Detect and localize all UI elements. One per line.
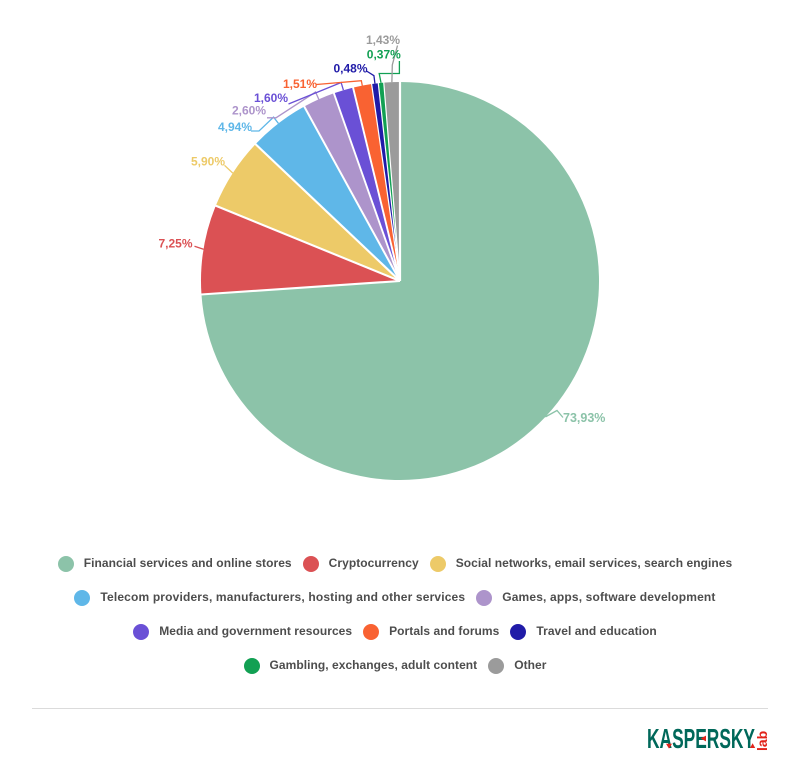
svg-text:0,37%: 0,37% — [367, 47, 401, 61]
svg-text:7,25%: 7,25% — [159, 236, 193, 250]
svg-text:2,60%: 2,60% — [232, 103, 266, 117]
svg-text:73,93%: 73,93% — [563, 411, 605, 425]
svg-text:4,94%: 4,94% — [218, 120, 252, 134]
svg-text:1,51%: 1,51% — [283, 77, 317, 91]
svg-text:1,60%: 1,60% — [254, 91, 288, 105]
svg-text:5,90%: 5,90% — [191, 154, 225, 168]
svg-text:1,43%: 1,43% — [366, 33, 400, 47]
svg-text:0,48%: 0,48% — [334, 61, 368, 75]
svg-text:lab: lab — [754, 731, 770, 751]
